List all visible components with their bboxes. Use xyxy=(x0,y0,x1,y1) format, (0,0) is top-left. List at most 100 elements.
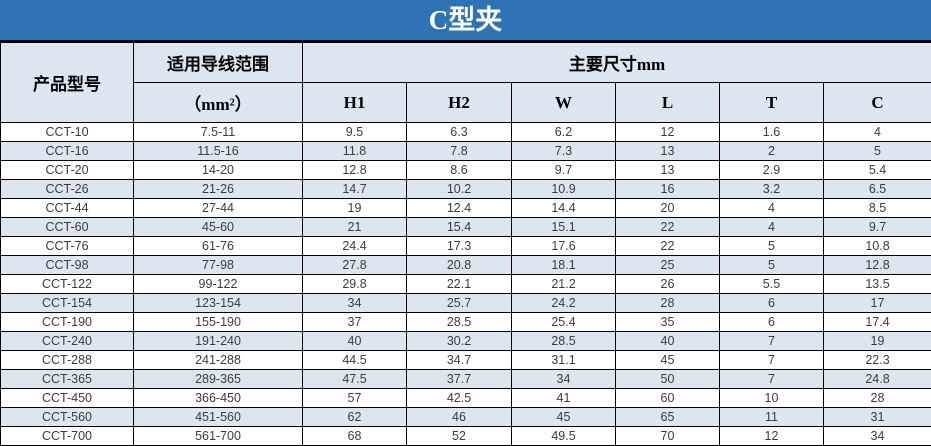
l-cell: 16 xyxy=(615,179,720,199)
range-cell: 155-190 xyxy=(133,312,303,332)
h2-cell: 34.7 xyxy=(406,350,512,370)
h1-cell: 14.7 xyxy=(302,179,407,199)
h2-cell: 25.7 xyxy=(406,293,512,313)
w-cell: 7.3 xyxy=(511,141,616,161)
h2-cell: 15.4 xyxy=(406,217,512,237)
l-cell: 40 xyxy=(615,331,720,351)
w-cell: 28.5 xyxy=(511,331,616,351)
model-cell: CCT-700 xyxy=(0,426,134,446)
table-row: CCT-26 21-26 14.7 10.2 10.9 16 3.2 6.5 xyxy=(0,179,931,199)
model-cell: CCT-122 xyxy=(0,274,134,294)
model-cell: CCT-10 xyxy=(0,122,134,142)
h2-cell: 22.1 xyxy=(406,274,512,294)
h2-cell: 17.3 xyxy=(406,236,512,256)
c-cell: 12.8 xyxy=(822,255,931,275)
w-cell: 45 xyxy=(511,407,616,427)
table-row: CCT-700 561-700 68 52 49.5 70 12 34 xyxy=(0,426,931,446)
h1-cell: 40 xyxy=(302,331,407,351)
w-cell: 10.9 xyxy=(511,179,616,199)
h1-cell: 37 xyxy=(302,312,407,332)
c-cell: 28 xyxy=(822,388,931,408)
col-header-t: T xyxy=(719,82,824,123)
t-cell: 6 xyxy=(719,293,824,313)
table-row: CCT-288 241-288 44.5 34.7 31.1 45 7 22.3 xyxy=(0,350,931,370)
w-cell: 31.1 xyxy=(511,350,616,370)
table-row: CCT-44 27-44 19 12.4 14.4 20 4 8.5 xyxy=(0,198,931,218)
h2-cell: 28.5 xyxy=(406,312,512,332)
range-cell: 241-288 xyxy=(133,350,303,370)
c-cell: 17.4 xyxy=(822,312,931,332)
l-cell: 50 xyxy=(615,369,720,389)
c-cell: 6.5 xyxy=(822,179,931,199)
h1-cell: 44.5 xyxy=(302,350,407,370)
t-cell: 4 xyxy=(719,198,824,218)
range-cell: 45-60 xyxy=(133,217,303,237)
c-cell: 34 xyxy=(822,426,931,446)
h2-cell: 20.8 xyxy=(406,255,512,275)
c-cell: 17 xyxy=(822,293,931,313)
table-row: CCT-20 14-20 12.8 8.6 9.7 13 2.9 5.4 xyxy=(0,160,931,180)
col-header-wire-range: 适用导线范围 xyxy=(133,42,303,83)
range-cell: 77-98 xyxy=(133,255,303,275)
header-row-group: 产品型号 适用导线范围 主要尺寸mm xyxy=(0,42,931,123)
h2-cell: 46 xyxy=(406,407,512,427)
l-cell: 20 xyxy=(615,198,720,218)
col-header-h2: H2 xyxy=(406,82,512,123)
model-cell: CCT-288 xyxy=(0,350,134,370)
model-cell: CCT-560 xyxy=(0,407,134,427)
table-row: CCT-365 289-365 47.5 37.7 34 50 7 24.8 xyxy=(0,369,931,389)
l-cell: 60 xyxy=(615,388,720,408)
h2-cell: 7.8 xyxy=(406,141,512,161)
c-cell: 8.5 xyxy=(822,198,931,218)
w-cell: 18.1 xyxy=(511,255,616,275)
c-cell: 31 xyxy=(822,407,931,427)
col-header-h1: H1 xyxy=(302,82,407,123)
t-cell: 2.9 xyxy=(719,160,824,180)
range-cell: 14-20 xyxy=(133,160,303,180)
h1-cell: 57 xyxy=(302,388,407,408)
h1-cell: 9.5 xyxy=(302,122,407,142)
range-cell: 27-44 xyxy=(133,198,303,218)
l-cell: 26 xyxy=(615,274,720,294)
w-cell: 15.1 xyxy=(511,217,616,237)
col-header-w: W xyxy=(511,82,616,123)
t-cell: 11 xyxy=(719,407,824,427)
model-cell: CCT-76 xyxy=(0,236,134,256)
h2-cell: 30.2 xyxy=(406,331,512,351)
t-cell: 4 xyxy=(719,217,824,237)
model-cell: CCT-16 xyxy=(0,141,134,161)
l-cell: 13 xyxy=(615,160,720,180)
l-cell: 70 xyxy=(615,426,720,446)
table-row: CCT-154 123-154 34 25.7 24.2 28 6 17 xyxy=(0,293,931,313)
w-cell: 41 xyxy=(511,388,616,408)
h1-cell: 21 xyxy=(302,217,407,237)
w-cell: 49.5 xyxy=(511,426,616,446)
range-cell: 7.5-11 xyxy=(133,122,303,142)
col-header-product-model: 产品型号 xyxy=(0,42,134,123)
table-row: CCT-10 7.5-11 9.5 6.3 6.2 12 1.6 4 xyxy=(0,122,931,142)
t-cell: 1.6 xyxy=(719,122,824,142)
col-header-wire-range-unit: （mm²） xyxy=(133,82,303,123)
table-row: CCT-98 77-98 27.8 20.8 18.1 25 5 12.8 xyxy=(0,255,931,275)
table-row: CCT-122 99-122 29.8 22.1 21.2 26 5.5 13.5 xyxy=(0,274,931,294)
c-cell: 4 xyxy=(822,122,931,142)
model-cell: CCT-190 xyxy=(0,312,134,332)
range-cell: 191-240 xyxy=(133,331,303,351)
t-cell: 5.5 xyxy=(719,274,824,294)
w-cell: 17.6 xyxy=(511,236,616,256)
t-cell: 12 xyxy=(719,426,824,446)
h1-cell: 12.8 xyxy=(302,160,407,180)
c-cell: 19 xyxy=(822,331,931,351)
h2-cell: 10.2 xyxy=(406,179,512,199)
l-cell: 28 xyxy=(615,293,720,313)
model-cell: CCT-26 xyxy=(0,179,134,199)
h1-cell: 27.8 xyxy=(302,255,407,275)
h1-cell: 19 xyxy=(302,198,407,218)
l-cell: 65 xyxy=(615,407,720,427)
h2-cell: 6.3 xyxy=(406,122,512,142)
c-cell: 9.7 xyxy=(822,217,931,237)
t-cell: 3.2 xyxy=(719,179,824,199)
range-cell: 61-76 xyxy=(133,236,303,256)
table-row: CCT-16 11.5-16 11.8 7.8 7.3 13 2 5 xyxy=(0,141,931,161)
